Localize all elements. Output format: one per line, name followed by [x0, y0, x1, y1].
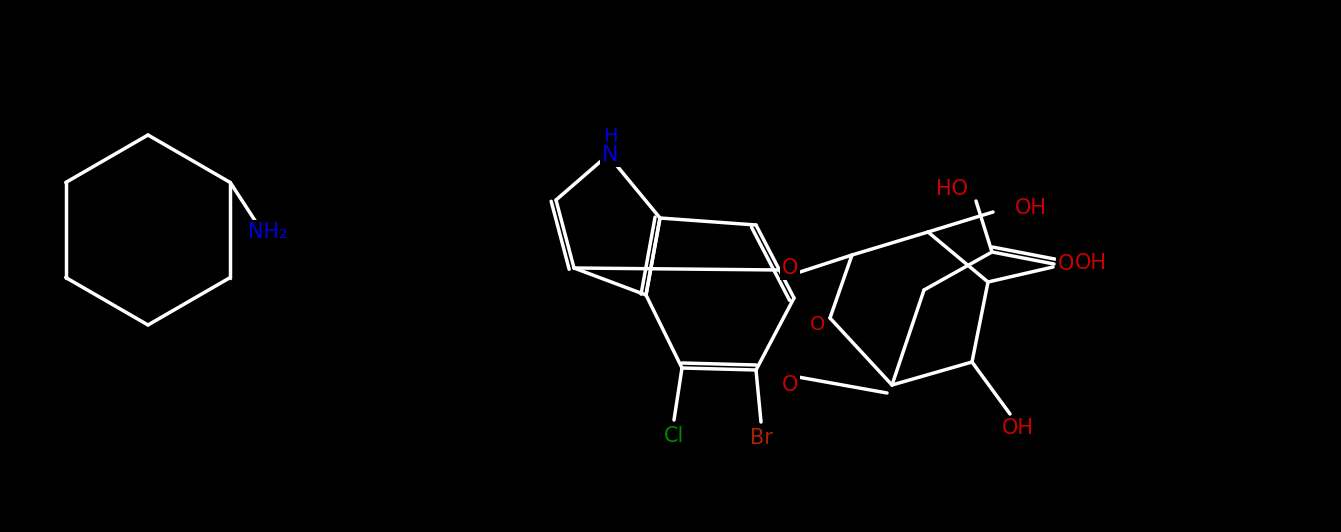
Text: N: N [602, 145, 618, 165]
Text: Br: Br [750, 428, 772, 448]
Text: HO: HO [936, 179, 968, 199]
Text: O: O [810, 314, 826, 334]
Text: NH₂: NH₂ [248, 222, 288, 243]
Text: OH: OH [1015, 198, 1047, 218]
Text: H: H [602, 128, 617, 146]
Text: O: O [782, 375, 798, 395]
Text: O: O [1058, 254, 1074, 274]
Text: O: O [782, 258, 798, 278]
Text: Cl: Cl [664, 426, 684, 446]
Text: OH: OH [1075, 253, 1108, 273]
Text: OH: OH [1002, 418, 1034, 438]
